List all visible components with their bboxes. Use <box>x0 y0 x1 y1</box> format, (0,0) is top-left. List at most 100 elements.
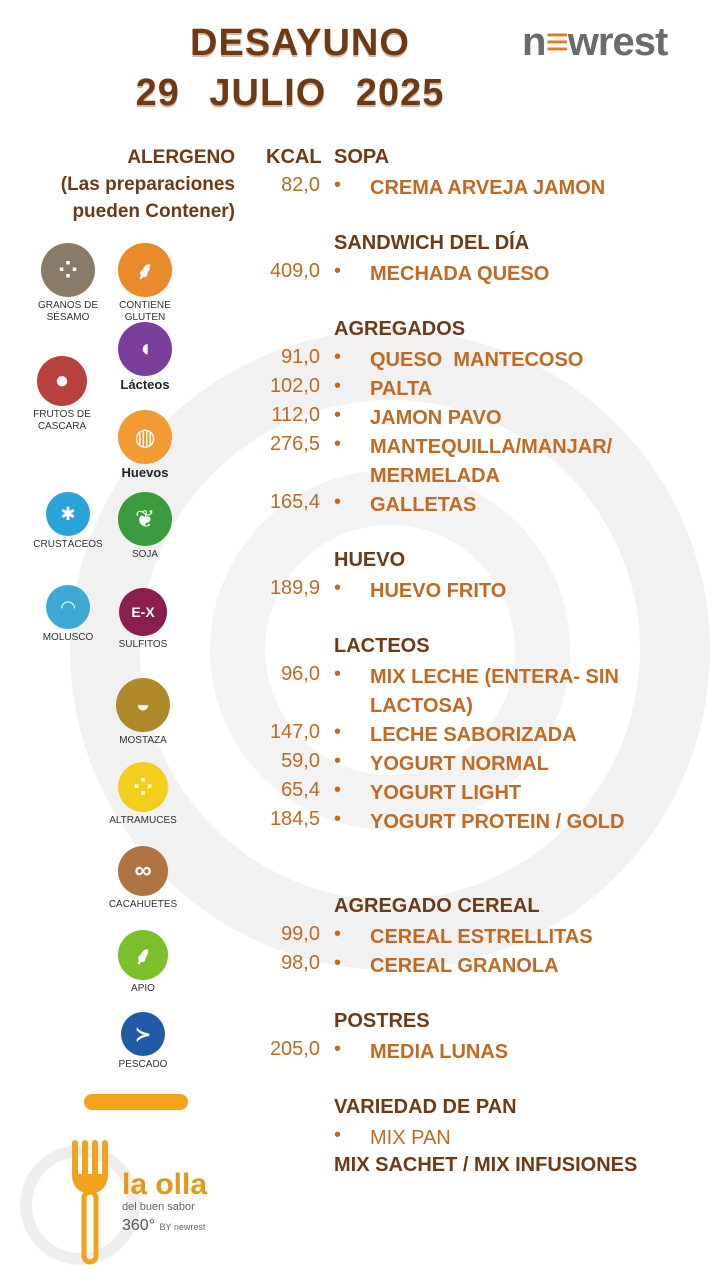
menu-row: 91,0 • QUESO MANTECOSO <box>240 346 710 374</box>
allergen-fish: ≻ PESCADO <box>103 1012 183 1071</box>
menu-title: DESAYUNO <box>190 22 410 64</box>
bullet: • <box>334 952 342 974</box>
menu-row: 59,0 • YOGURT NORMAL <box>240 750 710 778</box>
allergen-heading-line: pueden Contener) <box>72 201 235 222</box>
kcal-value: 276,5 <box>269 433 320 455</box>
wheat-icon: ⸙ <box>118 243 172 297</box>
kcal-value: 82,0 <box>281 174 320 196</box>
menu-item-name: YOGURT NORMAL <box>370 753 549 775</box>
menu-row: 65,4 • YOGURT LIGHT <box>240 779 710 807</box>
menu-item-name: MEDIA LUNAS <box>370 1041 509 1063</box>
bullet: • <box>334 779 342 801</box>
bullet: • <box>334 923 342 945</box>
allergen-peanut: ∞ CACAHUETES <box>103 846 183 911</box>
kcal-value: 189,9 <box>269 577 320 599</box>
allergen-sulphites: E-X SULFITOS <box>103 588 183 651</box>
menu-row: 165,4 • GALLETAS <box>240 491 710 519</box>
allergen-sesame: ⁘ GRANOS DE SÉSAMO <box>28 243 108 324</box>
allergen-label: PESCADO <box>118 1059 168 1070</box>
kcal-value: 91,0 <box>281 346 320 368</box>
allergen-label: GRANOS DE SÉSAMO <box>37 300 98 323</box>
menu-row: 205,0 • MEDIA LUNAS <box>240 1038 710 1066</box>
menu-row: 99,0 • CEREAL ESTRELLITAS <box>240 923 710 951</box>
menu-row: 98,0 • CEREAL GRANOLA <box>240 952 710 980</box>
allergen-label: APIO <box>131 983 155 994</box>
menu-row: 147,0 • LECHE SABORIZADA <box>240 721 710 749</box>
logo-part: n <box>522 20 546 64</box>
section-postres: POSTRES <box>334 1010 430 1032</box>
menu-item-name: MANTEQUILLA/MANJAR/ MERMELADA <box>370 436 613 487</box>
menu-item-name: CEREAL ESTRELLITAS <box>370 926 593 948</box>
section-pan: VARIEDAD DE PAN <box>334 1096 517 1118</box>
sesame-icon: ⁘ <box>41 243 95 297</box>
bullet: • <box>334 404 342 426</box>
section-sandwich: SANDWICH DEL DÍA <box>334 232 530 254</box>
allergen-lacteos: ◖ Lácteos <box>105 322 185 391</box>
eggs-icon: ◍ <box>118 410 172 464</box>
bullet: • <box>334 375 342 397</box>
section-huevo: HUEVO <box>334 549 406 571</box>
menu-row: 409,0 • MECHADA QUESO <box>240 260 710 288</box>
bullet: • <box>334 808 342 830</box>
bullet: • <box>334 433 342 455</box>
allergen-heading-line: (Las preparaciones <box>60 174 235 195</box>
menu-item-name: CEREAL GRANOLA <box>370 955 559 977</box>
fork-icon <box>72 1140 108 1265</box>
section-sopa: SOPA <box>334 146 390 168</box>
allergen-label: ALTRAMUCES <box>109 815 177 826</box>
bullet: • <box>334 491 342 513</box>
allergen-heading-line: ALERGENO <box>127 147 235 168</box>
kcal-value: 98,0 <box>281 952 320 974</box>
menu-row: 82,0 • CREMA ARVEJA JAMON <box>240 174 710 202</box>
bullet: • <box>334 1124 342 1146</box>
orange-divider-bar <box>84 1094 188 1110</box>
milk-jug-icon: ◖ <box>118 322 172 376</box>
bullet: • <box>334 346 342 368</box>
kcal-value: 184,5 <box>269 808 320 830</box>
allergen-label: Huevos <box>121 465 169 480</box>
allergen-label: CRUSTÁCEOS <box>33 539 103 550</box>
brand-tagline: del buen sabor <box>122 1201 195 1213</box>
allergen-label: MOLUSCO <box>42 632 94 643</box>
bullet: • <box>334 174 342 196</box>
menu-row: 102,0 • PALTA <box>240 375 710 403</box>
menu-row: 276,5 • MANTEQUILLA/MANJAR/ MERMELADA <box>240 433 710 491</box>
kcal-value: 102,0 <box>269 375 320 397</box>
logo-e-mark: ≡ <box>545 20 568 64</box>
footer-line: MIX SACHET / MIX INFUSIONES <box>334 1154 638 1176</box>
menu-row: • MIX PAN <box>240 1124 710 1152</box>
allergen-label: MOSTAZA <box>119 735 167 746</box>
allergen-label: SULFITOS <box>118 639 168 650</box>
crab-icon: ✱ <box>46 492 90 536</box>
menu-item-name: MIX LECHE (ENTERA- SIN LACTOSA) <box>370 666 619 717</box>
allergen-label: Lácteos <box>120 377 170 392</box>
brand-360-text: 360° <box>122 1217 156 1234</box>
sulphite-icon: E-X <box>119 588 167 636</box>
allergen-lupin: ⁘ ALTRAMUCES <box>103 762 183 827</box>
kcal-value: 205,0 <box>269 1038 320 1060</box>
allergen-gluten: ⸙ CONTIENE GLUTEN <box>105 243 185 324</box>
lupin-icon: ⁘ <box>118 762 168 812</box>
brand-360: 360° BY newrest <box>122 1217 205 1235</box>
logo-part: wrest <box>567 20 668 64</box>
kcal-value: 112,0 <box>271 404 320 426</box>
peanut-icon: ∞ <box>118 846 168 896</box>
bullet: • <box>334 577 342 599</box>
allergen-nuts: ● FRUTOS DE CASCARA <box>22 356 102 433</box>
kcal-value: 165,4 <box>269 491 320 513</box>
allergen-mollusc: ◠ MOLUSCO <box>28 585 108 644</box>
kcal-value: 59,0 <box>281 750 320 772</box>
newrest-logo: n≡wrest <box>522 20 694 64</box>
kcal-heading: KCAL <box>266 146 322 168</box>
allergen-heading: ALERGENO (Las preparaciones pueden Conte… <box>20 144 235 225</box>
mustard-icon: ◒ <box>116 678 170 732</box>
menu-row: 189,9 • HUEVO FRITO <box>240 577 710 605</box>
menu-item-name: YOGURT PROTEIN / GOLD <box>370 811 625 833</box>
allergen-crustaceans: ✱ CRUSTÁCEOS <box>28 492 108 551</box>
bullet: • <box>334 1038 342 1060</box>
kcal-value: 99,0 <box>281 923 320 945</box>
menu-row: 112,0 • JAMON PAVO <box>240 404 710 432</box>
menu-item-name: QUESO MANTECOSO <box>370 349 584 371</box>
kcal-value: 409,0 <box>269 260 320 282</box>
bullet: • <box>334 260 342 282</box>
